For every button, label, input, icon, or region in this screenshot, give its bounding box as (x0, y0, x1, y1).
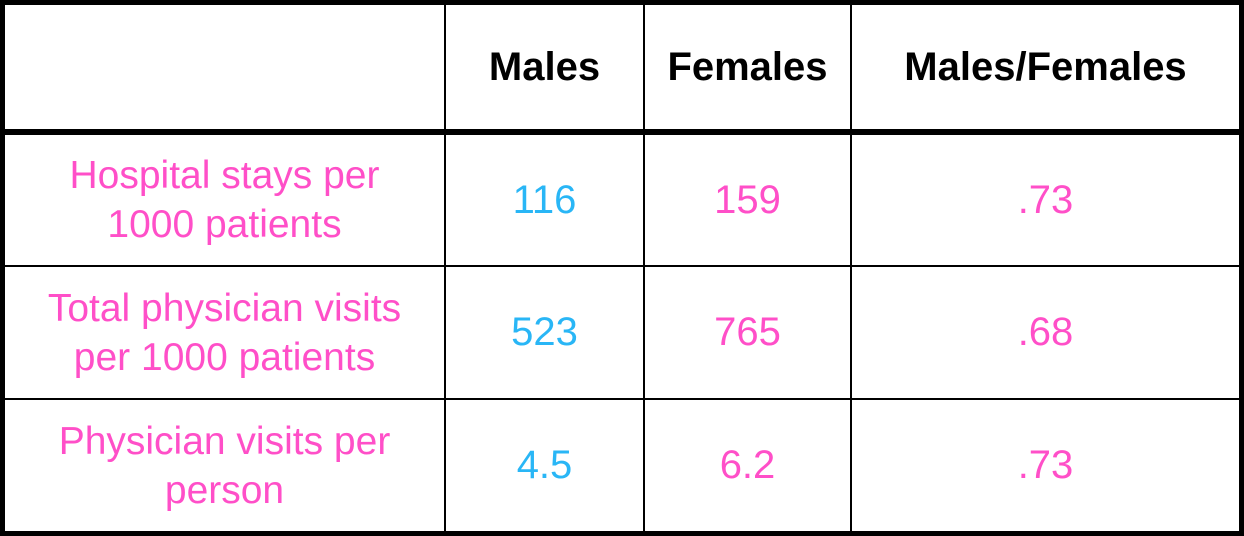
row-label-line: 1000 patients (107, 203, 342, 246)
table-row: Physician visits per person 4.5 6.2 .73 (5, 399, 1239, 531)
row-label-line: Physician visits per (58, 419, 391, 463)
ratio-value: .73 (850, 399, 1239, 531)
row-label: Hospital stays per 1000 patients (5, 132, 445, 267)
females-value: 159 (643, 132, 851, 267)
row-label-line: Total physician visits (47, 286, 402, 330)
header-males: Males (444, 5, 644, 135)
header-females: Females (643, 5, 851, 135)
ratio-value: .68 (850, 266, 1239, 400)
table-row: Hospital stays per 1000 patients 116 159… (5, 132, 1239, 267)
row-label-line: Hospital stays per (69, 154, 380, 197)
ratio-value: .73 (850, 132, 1239, 267)
row-label: Physician visits per person (5, 399, 445, 531)
row-label-line: per 1000 patients (73, 335, 376, 379)
males-value: 116 (444, 132, 644, 267)
males-value: 4.5 (444, 399, 644, 531)
table-row: Total physician visits per 1000 patients… (5, 266, 1239, 400)
header-ratio: Males/Females (850, 5, 1239, 135)
row-label-line: person (164, 468, 285, 512)
comparison-table: Males Females Males/Females Hospital sta… (5, 5, 1239, 531)
row-label: Total physician visits per 1000 patients (5, 266, 445, 400)
females-value: 765 (643, 266, 851, 400)
corner-cell (5, 5, 445, 135)
header-row: Males Females Males/Females (5, 5, 1239, 135)
females-value: 6.2 (643, 399, 851, 531)
males-value: 523 (444, 266, 644, 400)
